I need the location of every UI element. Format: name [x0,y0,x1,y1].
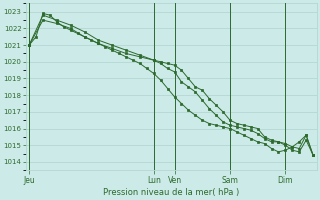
X-axis label: Pression niveau de la mer( hPa ): Pression niveau de la mer( hPa ) [103,188,239,197]
